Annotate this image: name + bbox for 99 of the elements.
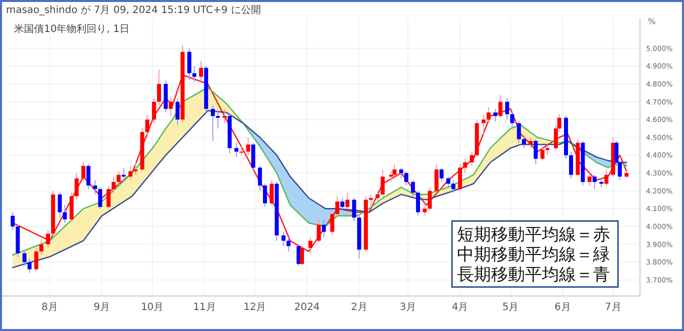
candlestick xyxy=(216,110,220,129)
candlestick xyxy=(340,197,344,211)
x-tick-label: 9月 xyxy=(94,302,110,313)
candlestick xyxy=(399,167,404,179)
candlestick xyxy=(187,48,192,81)
candlestick xyxy=(428,186,432,211)
candlestick xyxy=(330,212,334,236)
candlestick xyxy=(463,158,468,174)
candlestick xyxy=(528,136,533,149)
candlestick xyxy=(176,98,180,126)
candlestick xyxy=(62,204,67,224)
candlestick xyxy=(300,246,304,266)
x-tick-label: 11月 xyxy=(193,302,216,313)
text: 米国債10年物利回り, 1日 xyxy=(14,23,130,35)
candlestick xyxy=(345,192,350,210)
candlestick xyxy=(604,168,608,186)
candlestick xyxy=(416,190,420,216)
candlestick xyxy=(86,164,90,190)
candlestick xyxy=(546,144,550,156)
candlestick xyxy=(152,98,156,124)
candlestick xyxy=(246,136,250,156)
candlestick xyxy=(199,60,204,81)
x-tick-label: 2024 xyxy=(294,302,320,313)
x-tick-label: 2月 xyxy=(350,302,368,313)
candlestick xyxy=(296,244,301,266)
candlestick xyxy=(482,114,486,134)
candlestick xyxy=(569,151,574,179)
candlestick xyxy=(352,197,356,222)
candlestick xyxy=(39,238,44,256)
annotation: 短期移動平均線＝赤 xyxy=(457,225,610,245)
candlestick xyxy=(281,231,286,247)
candlestick xyxy=(505,98,510,120)
candlestick xyxy=(270,180,274,206)
annotation: 長期移動平均線＝青 xyxy=(457,265,610,285)
candlestick xyxy=(10,212,15,231)
x-tick-label: 3月 xyxy=(400,302,416,313)
candlestick xyxy=(28,258,32,274)
candlestick xyxy=(128,165,132,181)
x-tick-label: 4月 xyxy=(452,302,468,313)
text: masao_shindo が 7月 09, 2024 15:19 UTC+9 に公開 xyxy=(6,4,261,16)
candlestick xyxy=(451,180,456,194)
candlestick xyxy=(380,168,385,197)
candlestick xyxy=(540,146,544,162)
candlestick xyxy=(157,69,162,106)
candlestick xyxy=(133,162,138,176)
candlestick xyxy=(168,96,173,117)
candlestick xyxy=(522,135,526,149)
candlestick xyxy=(262,183,267,208)
candlestick xyxy=(434,164,439,194)
annotation: 中期移動平均線＝緑 xyxy=(457,245,610,265)
candlestick xyxy=(22,249,26,266)
candlestick xyxy=(81,162,86,182)
candlestick xyxy=(440,167,444,182)
candlestick xyxy=(510,110,514,129)
candlestick xyxy=(222,108,227,124)
candlestick xyxy=(46,230,50,248)
candlestick xyxy=(410,180,415,197)
candlestick xyxy=(486,106,491,124)
candlestick xyxy=(98,186,102,210)
candlestick xyxy=(116,170,121,186)
candlestick xyxy=(251,142,256,172)
candlestick xyxy=(93,180,98,195)
candlestick xyxy=(516,120,521,144)
candlestick xyxy=(70,192,74,222)
candlestick xyxy=(316,217,321,244)
candlestick xyxy=(192,66,196,83)
candlestick xyxy=(258,165,262,192)
candlestick xyxy=(308,236,312,254)
x-tick-label: 6月 xyxy=(554,302,571,313)
candlestick xyxy=(322,218,326,238)
candlestick xyxy=(34,247,38,272)
candlestick xyxy=(534,138,538,165)
candlestick xyxy=(145,114,150,138)
candlestick xyxy=(498,94,502,118)
candlestick xyxy=(368,194,373,208)
candlestick xyxy=(234,142,238,158)
x-tick-label: 12月 xyxy=(244,302,266,313)
candlestick xyxy=(446,176,450,188)
x-tick-label: 5月 xyxy=(502,302,519,313)
candlestick xyxy=(376,190,380,202)
candlestick xyxy=(588,172,592,186)
candlestick xyxy=(422,204,427,216)
x-tick-label: 10月 xyxy=(140,302,164,313)
x-tick-label: 8月 xyxy=(42,302,58,313)
candlestick xyxy=(470,151,474,166)
candlestick xyxy=(74,172,79,200)
candlestick xyxy=(112,176,116,194)
candlestick xyxy=(404,170,408,186)
candlestick xyxy=(458,164,462,192)
candlestick xyxy=(210,104,215,142)
candlestick xyxy=(106,185,111,210)
candlestick xyxy=(58,192,62,218)
y-axis-title: % xyxy=(648,17,656,26)
candlestick xyxy=(493,108,498,122)
note: 短期移動平均線＝赤 中期移動平均線＝緑 長期移動平均線＝青 xyxy=(451,220,619,288)
candlestick xyxy=(286,236,291,252)
x-tick-label: 7月 xyxy=(604,302,622,313)
candlestick xyxy=(592,174,597,190)
candlestick xyxy=(335,196,340,218)
